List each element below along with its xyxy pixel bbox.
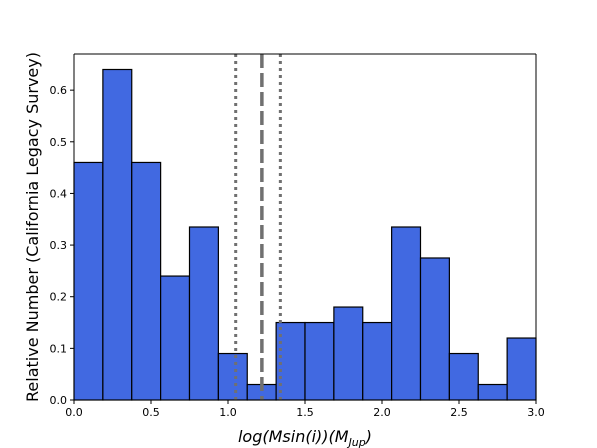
- histogram-bar-13: [448, 352, 479, 401]
- y-axis-ticks: 0.0 0.1 0.2 0.3 0.4 0.5 0.6: [50, 84, 74, 407]
- x-axis-ticks: 0.0 0.5 1.0 1.5 2.0 2.5 3.0: [65, 400, 545, 419]
- y-tick-label-6: 0.6: [50, 84, 68, 97]
- x-axis-label: log(Msin(i))(MJup): [238, 427, 372, 448]
- reference-lines: [234, 54, 282, 400]
- y-tick-label-0: 0.0: [50, 394, 68, 407]
- x-axis-label-main: log(Msin(i))(M: [238, 427, 349, 446]
- histogram-bar-2: [131, 161, 162, 401]
- histogram-bar-14: [477, 383, 508, 401]
- x-axis-label-subscript: Jup: [347, 436, 366, 448]
- histogram-bar-1: [102, 68, 133, 401]
- histogram-bar-15: [506, 337, 537, 401]
- y-tick-label-4: 0.4: [50, 187, 68, 200]
- x-tick-label-0: 0.0: [65, 406, 83, 419]
- histogram-bar-4: [188, 226, 219, 401]
- x-tick-label-4: 2.0: [373, 406, 391, 419]
- x-tick-label-5: 2.5: [450, 406, 468, 419]
- x-axis-label-close: ): [365, 427, 372, 446]
- histogram-bar-11: [391, 226, 422, 401]
- x-tick-label-1: 0.5: [142, 406, 160, 419]
- histogram-bar-5: [217, 352, 248, 401]
- y-axis-label: Relative Number (California Legacy Surve…: [23, 52, 42, 402]
- y-tick-label-1: 0.1: [50, 342, 68, 355]
- histogram-bar-10: [362, 321, 393, 401]
- histogram-bars: [73, 68, 537, 401]
- y-tick-label-2: 0.2: [50, 291, 68, 304]
- histogram-bar-9: [333, 306, 364, 401]
- y-tick-label-5: 0.5: [50, 136, 68, 149]
- histogram-bar-12: [419, 257, 450, 401]
- histogram-bar-8: [304, 321, 335, 401]
- x-tick-label-6: 3.0: [527, 406, 545, 419]
- x-tick-label-2: 1.0: [219, 406, 237, 419]
- y-tick-label-3: 0.3: [50, 239, 68, 252]
- histogram-bar-3: [160, 275, 191, 401]
- histogram-bar-0: [73, 161, 104, 401]
- x-tick-label-3: 1.5: [296, 406, 314, 419]
